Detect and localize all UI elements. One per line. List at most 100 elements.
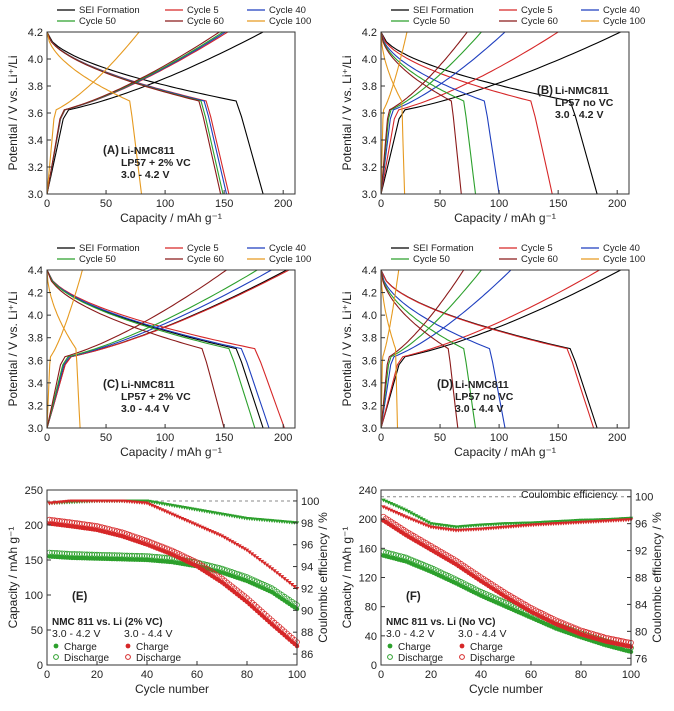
ce-point (244, 548, 250, 553)
discharge-point (239, 572, 245, 579)
charge-curve (381, 270, 621, 428)
y-tick-label: 4.2 (362, 27, 377, 39)
panel-label: (C) (103, 379, 119, 391)
y-tick-label: 4.0 (362, 310, 377, 322)
ce-point (204, 527, 210, 532)
ce-point (264, 563, 270, 568)
ce-point (212, 531, 217, 535)
discharge-point (226, 568, 233, 574)
discharge-point (159, 543, 165, 550)
legend-label: Cycle 60 (521, 254, 558, 265)
discharge-curve (47, 270, 256, 428)
ce-point (182, 518, 187, 522)
discharge-point (211, 563, 218, 570)
ce-point (413, 514, 419, 518)
discharge-curve (381, 32, 462, 194)
discharge-point (129, 532, 135, 539)
x-axis-label: Capacity / mAh g⁻¹ (454, 445, 556, 459)
y-tick-label: 160 (359, 543, 377, 555)
y-tick-label: 3.2 (28, 400, 43, 412)
curves (47, 32, 264, 194)
y2-tick-label: 94 (301, 562, 313, 574)
charge-curve (381, 270, 400, 428)
legend-charge-marker (125, 643, 131, 649)
legend-charge-marker (459, 643, 465, 649)
y2-tick-label: 92 (635, 546, 647, 558)
ce-point (411, 518, 416, 523)
legend-label: Cycle 60 (187, 254, 224, 265)
ce-point (189, 521, 195, 526)
discharge-point (116, 528, 123, 535)
legend-charge-marker (53, 643, 59, 649)
ce-point (406, 516, 411, 521)
ce-point (177, 515, 182, 520)
x-axis-label: Capacity / mAh g⁻¹ (120, 211, 222, 225)
discharge-curve (381, 270, 399, 428)
discharge-curve (381, 270, 506, 428)
ce-point (209, 530, 215, 534)
discharge-point (219, 565, 225, 572)
y-tick-label: 100 (25, 590, 43, 602)
charge-curve (381, 270, 482, 428)
x-tick-label: 80 (241, 669, 253, 681)
charge-curve (381, 32, 408, 194)
y2-tick-label: 86 (301, 649, 313, 661)
curves (381, 270, 621, 428)
y-tick-label: 3.6 (362, 108, 377, 120)
ce-point (252, 554, 257, 558)
discharge-curve (381, 32, 553, 194)
discharge-point (254, 578, 260, 585)
discharge-point (385, 550, 392, 556)
legend-label: Cycle 40 (603, 5, 640, 16)
legend-label: Cycle 5 (187, 243, 219, 254)
ce-point (227, 538, 232, 543)
ce-point (423, 523, 429, 528)
ce-point (224, 537, 230, 541)
discharge-point (593, 631, 599, 638)
ce-point (381, 505, 386, 510)
legend-discharge-marker (125, 654, 131, 660)
ce-point (239, 545, 245, 550)
discharge-point (483, 591, 489, 597)
y-tick-label: 3.4 (28, 378, 43, 390)
ce-point (391, 503, 396, 507)
ce-point (214, 532, 220, 536)
charge-curve (381, 32, 468, 194)
ce-point (229, 540, 235, 544)
ce-point (426, 524, 431, 529)
y-axis-label: Capacity / mAh g⁻¹ (340, 527, 354, 629)
curves (381, 32, 621, 194)
ce-point (416, 515, 421, 520)
legend-label: Cycle 40 (603, 243, 640, 254)
discharge-point (568, 623, 574, 630)
discharge-point (498, 597, 504, 604)
x-tick-label: 100 (156, 432, 174, 444)
discharge-point (224, 567, 230, 574)
discharge-point (141, 536, 148, 543)
charge-curve (381, 270, 465, 428)
discharge-point (164, 545, 170, 552)
discharge-point (400, 554, 407, 560)
legend-range: 3.0 - 4.2 V (52, 628, 100, 640)
plot-frame (46, 269, 296, 429)
discharge-point (261, 582, 268, 588)
x-tick-label: 50 (100, 198, 112, 210)
discharge-point (104, 525, 110, 532)
charge-curve (47, 270, 83, 428)
ce-point (152, 504, 157, 509)
ce-point (413, 519, 419, 524)
legend-label: SEI Formation (413, 243, 474, 254)
x-tick-label: 100 (156, 198, 174, 210)
discharge-point (478, 588, 484, 595)
legend-discharge-label: Discharge (64, 653, 109, 664)
discharge-point (425, 563, 432, 570)
x-tick-label: 150 (549, 198, 567, 210)
discharge-point (505, 600, 512, 607)
discharge-point (246, 575, 253, 581)
legend-label: Cycle 100 (603, 254, 645, 265)
x-tick-label: 60 (525, 669, 537, 681)
ce-point (386, 500, 391, 505)
ce-point (242, 547, 247, 551)
discharge-point (259, 580, 265, 587)
y-tick-label: 4.2 (362, 288, 377, 300)
